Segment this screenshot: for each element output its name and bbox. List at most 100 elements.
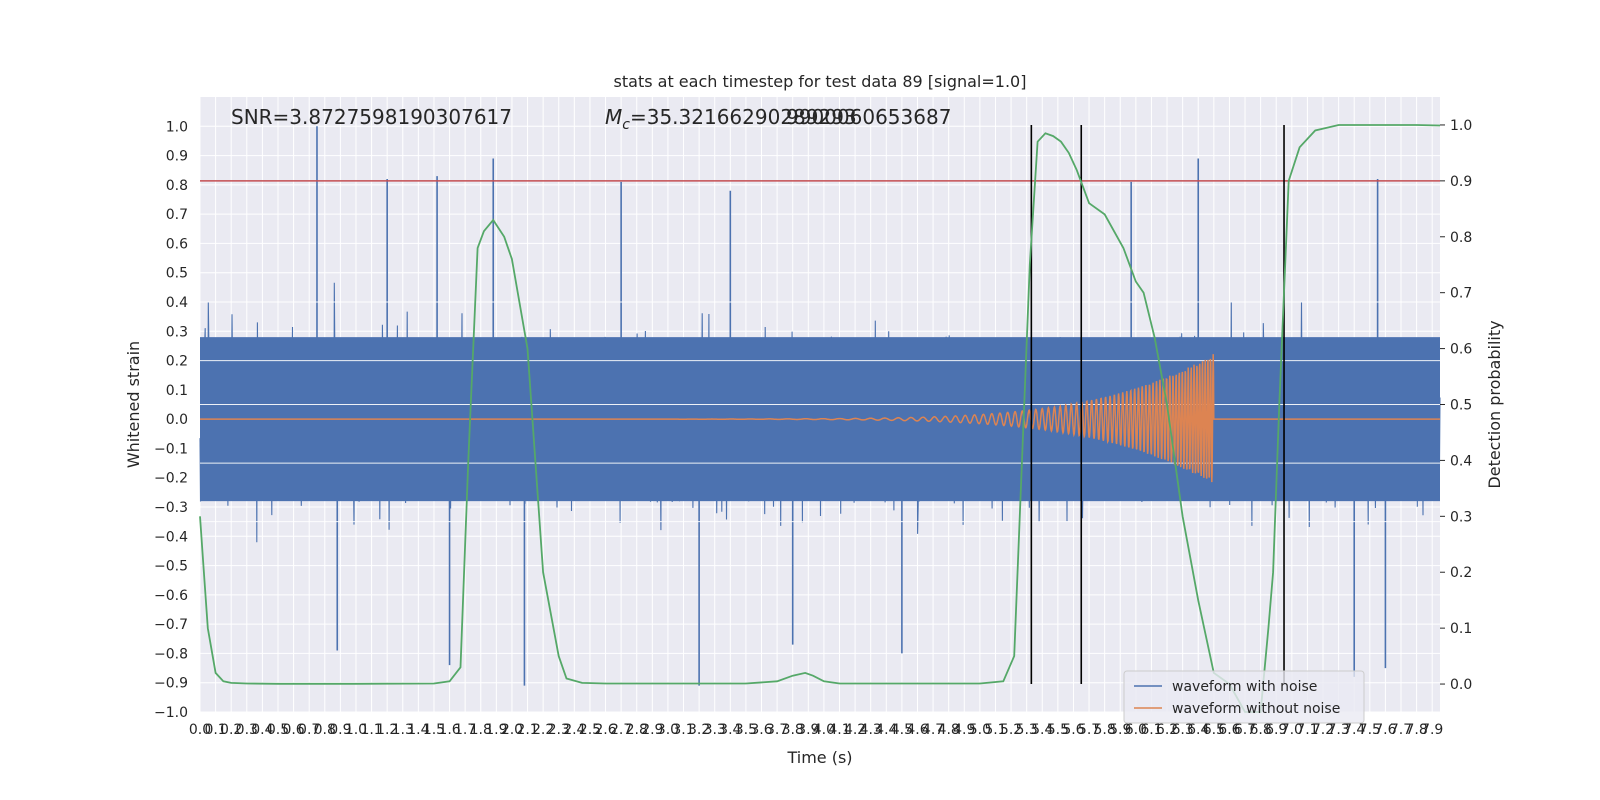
y2-tick-label: 1.0 — [1450, 118, 1472, 134]
x-tick-label: 2.9 — [641, 722, 663, 738]
x-tick-label: 7.6 — [1374, 722, 1396, 738]
x-tick-label: 4.5 — [891, 722, 913, 738]
x-tick-label: 2.6 — [594, 722, 616, 738]
x-tick-label: 5.3 — [1016, 722, 1038, 738]
mc-subscript: c — [622, 117, 630, 133]
x-tick-label: 1.0 — [345, 722, 367, 738]
y2-tick-label: 0.9 — [1450, 174, 1472, 190]
axes-layer: 0.00.10.20.30.40.50.60.70.80.91.01.11.21… — [154, 118, 1472, 738]
x-tick-label: 5.2 — [1000, 722, 1022, 738]
x-tick-label: 6.2 — [1156, 722, 1178, 738]
y2-tick-label: 0.6 — [1450, 342, 1472, 358]
x-tick-label: 6.6 — [1218, 722, 1240, 738]
y-tick-label: −0.3 — [154, 500, 188, 516]
x-tick-label: 0.8 — [314, 722, 336, 738]
y2-tick-label: 0.3 — [1450, 509, 1472, 525]
x-tick-label: 3.9 — [797, 722, 819, 738]
x-tick-label: 1.7 — [454, 722, 476, 738]
x-tick-label: 4.3 — [860, 722, 882, 738]
x-tick-label: 2.4 — [563, 722, 585, 738]
legend-label-with-noise: waveform with noise — [1172, 679, 1317, 695]
y-tick-label: −0.6 — [154, 588, 188, 604]
x-tick-label: 3.3 — [704, 722, 726, 738]
x-tick-label: 0.2 — [220, 722, 242, 738]
x-tick-label: 7.8 — [1405, 722, 1427, 738]
mc-overlap-annotation: 9900060653687 — [786, 105, 951, 129]
y-tick-label: −1.0 — [154, 705, 188, 721]
y2-tick-label: 0.4 — [1450, 453, 1472, 469]
x-tick-label: 4.1 — [828, 722, 850, 738]
x-tick-label: 4.6 — [906, 722, 928, 738]
y-tick-label: −0.8 — [154, 646, 188, 662]
y-tick-label: −0.2 — [154, 471, 188, 487]
x-tick-label: 1.8 — [470, 722, 492, 738]
y2-tick-label: 0.1 — [1450, 621, 1472, 637]
x-tick-label: 5.0 — [969, 722, 991, 738]
y-tick-label: −0.7 — [154, 617, 188, 633]
y-tick-label: 0.7 — [166, 207, 188, 223]
x-tick-label: 5.8 — [1094, 722, 1116, 738]
x-tick-label: 6.7 — [1234, 722, 1256, 738]
x-tick-label: 4.0 — [813, 722, 835, 738]
x-tick-label: 2.1 — [516, 722, 538, 738]
x-tick-label: 6.3 — [1172, 722, 1194, 738]
legend-label-without-noise: waveform without noise — [1172, 701, 1340, 717]
x-tick-label: 1.6 — [438, 722, 460, 738]
x-tick-label: 1.4 — [407, 722, 429, 738]
x-tick-label: 5.4 — [1031, 722, 1053, 738]
y-tick-label: 0.2 — [166, 354, 188, 370]
x-tick-label: 3.2 — [688, 722, 710, 738]
y2-tick-label: 0.2 — [1450, 565, 1472, 581]
y-tick-label: 0.3 — [166, 324, 188, 340]
mc-value: =35.32166290289293 — [630, 105, 857, 129]
x-tick-label: 5.5 — [1047, 722, 1069, 738]
y-tick-label: −0.9 — [154, 676, 188, 692]
x-tick-label: 4.9 — [953, 722, 975, 738]
legend: waveform with noise waveform without noi… — [1123, 670, 1365, 724]
x-tick-label: 1.1 — [360, 722, 382, 738]
x-tick-label: 7.3 — [1327, 722, 1349, 738]
y-tick-label: −0.1 — [154, 441, 188, 457]
x-tick-label: 5.9 — [1109, 722, 1131, 738]
x-tick-label: 7.5 — [1359, 722, 1381, 738]
x-tick-label: 0.9 — [329, 722, 351, 738]
x-tick-label: 3.1 — [672, 722, 694, 738]
y-tick-label: −0.5 — [154, 559, 188, 575]
y-axis-label: Whitened strain — [124, 341, 143, 468]
x-tick-label: 4.4 — [875, 722, 897, 738]
x-axis-label: Time (s) — [786, 748, 852, 767]
x-tick-label: 1.5 — [423, 722, 445, 738]
x-tick-label: 7.0 — [1281, 722, 1303, 738]
x-tick-label: 0.0 — [189, 722, 211, 738]
x-tick-label: 4.2 — [844, 722, 866, 738]
snr-annotation: SNR=3.8727598190307617 — [231, 105, 512, 129]
y-tick-label: 0.1 — [166, 383, 188, 399]
x-tick-label: 0.3 — [236, 722, 258, 738]
y-tick-label: −0.4 — [154, 529, 188, 545]
y2-tick-label: 0.5 — [1450, 398, 1472, 414]
y2-tick-label: 0.0 — [1450, 677, 1472, 693]
x-tick-label: 3.5 — [735, 722, 757, 738]
x-tick-label: 3.8 — [782, 722, 804, 738]
y-tick-label: 0.4 — [166, 295, 188, 311]
x-tick-label: 3.4 — [719, 722, 741, 738]
y-tick-label: 0.6 — [166, 236, 188, 252]
x-tick-label: 6.5 — [1203, 722, 1225, 738]
y2-axis-label: Detection probability — [1485, 320, 1504, 488]
x-tick-label: 2.8 — [626, 722, 648, 738]
x-tick-label: 5.1 — [984, 722, 1006, 738]
x-tick-label: 1.9 — [485, 722, 507, 738]
x-tick-label: 4.7 — [922, 722, 944, 738]
y-tick-label: 0.8 — [166, 178, 188, 194]
x-tick-label: 6.8 — [1249, 722, 1271, 738]
x-tick-label: 3.6 — [750, 722, 772, 738]
x-tick-label: 7.4 — [1343, 722, 1365, 738]
x-tick-label: 0.1 — [204, 722, 226, 738]
x-tick-label: 0.4 — [251, 722, 273, 738]
y-tick-label: 0.5 — [166, 266, 188, 282]
x-tick-label: 7.2 — [1312, 722, 1334, 738]
y2-tick-label: 0.7 — [1450, 286, 1472, 302]
x-tick-label: 2.5 — [579, 722, 601, 738]
x-tick-label: 5.6 — [1062, 722, 1084, 738]
